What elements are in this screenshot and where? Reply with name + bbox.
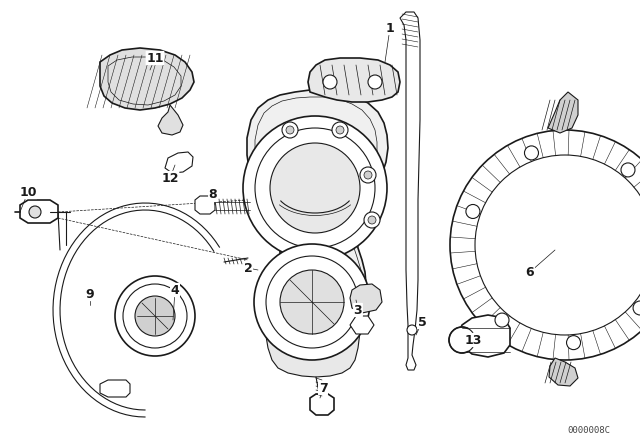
Polygon shape <box>158 105 183 135</box>
Circle shape <box>360 167 376 183</box>
Polygon shape <box>247 90 388 338</box>
Circle shape <box>286 126 294 134</box>
Text: 7: 7 <box>319 382 328 395</box>
Circle shape <box>255 128 375 248</box>
Circle shape <box>450 130 640 360</box>
Circle shape <box>336 126 344 134</box>
Polygon shape <box>195 196 215 214</box>
Text: 11: 11 <box>147 52 164 65</box>
Polygon shape <box>308 58 400 102</box>
Polygon shape <box>549 358 578 386</box>
Circle shape <box>495 313 509 327</box>
Text: 3: 3 <box>354 303 362 316</box>
Circle shape <box>29 206 41 218</box>
Circle shape <box>332 122 348 138</box>
Text: 4: 4 <box>171 284 179 297</box>
Text: 0000008C: 0000008C <box>567 426 610 435</box>
Polygon shape <box>548 92 578 133</box>
Polygon shape <box>165 152 193 173</box>
Circle shape <box>364 212 380 228</box>
Polygon shape <box>458 315 510 357</box>
Circle shape <box>368 216 376 224</box>
Circle shape <box>323 75 337 89</box>
Text: 2: 2 <box>244 262 252 275</box>
Circle shape <box>566 336 580 349</box>
Circle shape <box>525 146 538 160</box>
Circle shape <box>621 163 635 177</box>
Circle shape <box>266 256 358 348</box>
Circle shape <box>123 284 187 348</box>
Text: 1: 1 <box>386 22 394 34</box>
Circle shape <box>115 276 195 356</box>
Circle shape <box>364 171 372 179</box>
Text: 13: 13 <box>464 333 482 346</box>
Polygon shape <box>400 12 420 370</box>
Circle shape <box>466 204 480 219</box>
Text: 5: 5 <box>418 315 426 328</box>
Text: 10: 10 <box>19 185 36 198</box>
Polygon shape <box>100 48 194 110</box>
Polygon shape <box>100 380 130 397</box>
Text: 12: 12 <box>161 172 179 185</box>
Polygon shape <box>265 330 360 377</box>
Text: 9: 9 <box>86 288 94 301</box>
Circle shape <box>475 155 640 335</box>
Circle shape <box>280 270 344 334</box>
Polygon shape <box>350 284 382 313</box>
Circle shape <box>135 296 175 336</box>
Circle shape <box>282 122 298 138</box>
Circle shape <box>243 116 387 260</box>
Text: 8: 8 <box>209 189 218 202</box>
Circle shape <box>449 327 475 353</box>
Circle shape <box>254 244 370 360</box>
Circle shape <box>633 301 640 315</box>
Polygon shape <box>350 316 374 334</box>
Circle shape <box>270 143 360 233</box>
Polygon shape <box>20 200 58 223</box>
Circle shape <box>407 325 417 335</box>
Text: 6: 6 <box>525 266 534 279</box>
Polygon shape <box>310 394 334 415</box>
Circle shape <box>368 75 382 89</box>
